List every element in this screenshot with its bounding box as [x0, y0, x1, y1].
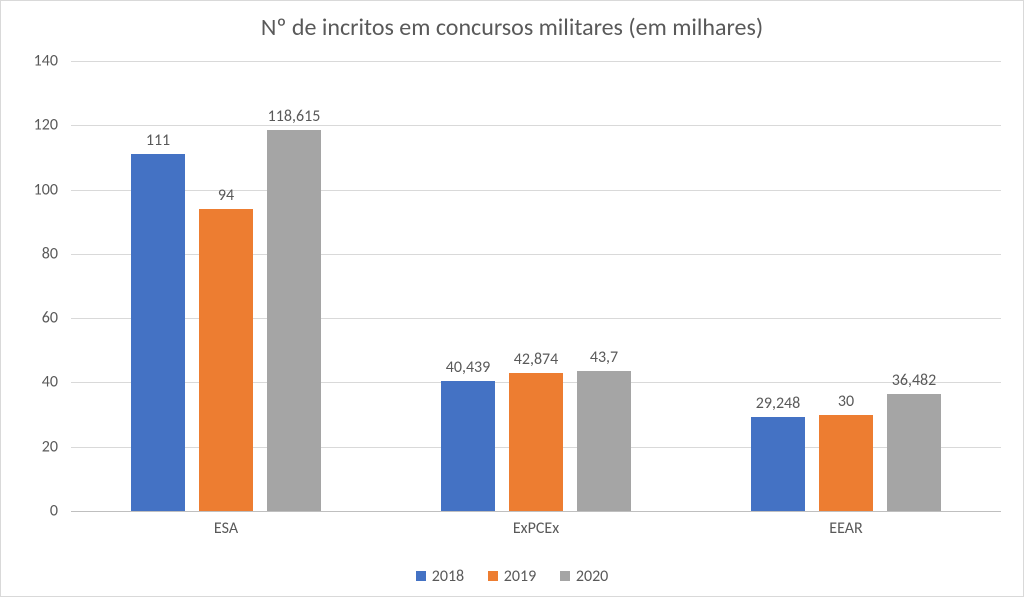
bar-value-label: 30 [838, 392, 854, 411]
y-tick-label: 100 [8, 180, 58, 199]
gridline [71, 190, 1001, 191]
y-tick-label: 40 [8, 373, 58, 392]
legend-swatch-2018 [416, 571, 426, 581]
category-label: ExPCEx [513, 519, 559, 538]
bar [131, 154, 185, 511]
legend-item-2019: 2019 [488, 567, 536, 586]
gridline [71, 511, 1001, 512]
bar-value-label: 94 [218, 186, 234, 205]
plot-area: 111 94 118,615 40,439 42,874 43,7 29,248 30 36,4… [71, 61, 1001, 511]
bar-value-label: 40,439 [446, 358, 491, 377]
legend-swatch-2020 [560, 571, 570, 581]
gridline [71, 125, 1001, 126]
bar [509, 373, 563, 511]
bar [199, 209, 253, 511]
bar-value-label: 29,248 [756, 394, 801, 413]
bar [267, 130, 321, 511]
chart-container: Nº de incritos em concursos militares (e… [0, 0, 1024, 597]
bar [441, 381, 495, 511]
legend-swatch-2019 [488, 571, 498, 581]
chart-title: Nº de incritos em concursos militares (e… [1, 13, 1023, 42]
legend-item-2018: 2018 [416, 567, 464, 586]
category-label: EEAR [829, 519, 862, 538]
legend-label-2018: 2018 [432, 567, 464, 586]
y-tick-label: 20 [8, 437, 58, 456]
bar-value-label: 42,874 [514, 350, 559, 369]
y-tick-label: 120 [8, 116, 58, 135]
y-tick-label: 140 [8, 52, 58, 71]
bar-value-label: 111 [146, 131, 170, 150]
y-tick-label: 80 [8, 244, 58, 263]
bar [751, 417, 805, 511]
category-label: ESA [214, 519, 238, 538]
legend: 2018 2019 2020 [1, 567, 1023, 587]
y-tick-label: 0 [8, 502, 58, 521]
legend-label-2020: 2020 [576, 567, 608, 586]
bar [577, 371, 631, 511]
legend-item-2020: 2020 [560, 567, 608, 586]
bar [819, 415, 873, 511]
bar-value-label: 43,7 [590, 348, 618, 367]
y-tick-label: 60 [8, 309, 58, 328]
bar-value-label: 36,482 [892, 371, 937, 390]
legend-label-2019: 2019 [504, 567, 536, 586]
gridline [71, 61, 1001, 62]
bar-value-label: 118,615 [268, 107, 321, 126]
bar [887, 394, 941, 511]
